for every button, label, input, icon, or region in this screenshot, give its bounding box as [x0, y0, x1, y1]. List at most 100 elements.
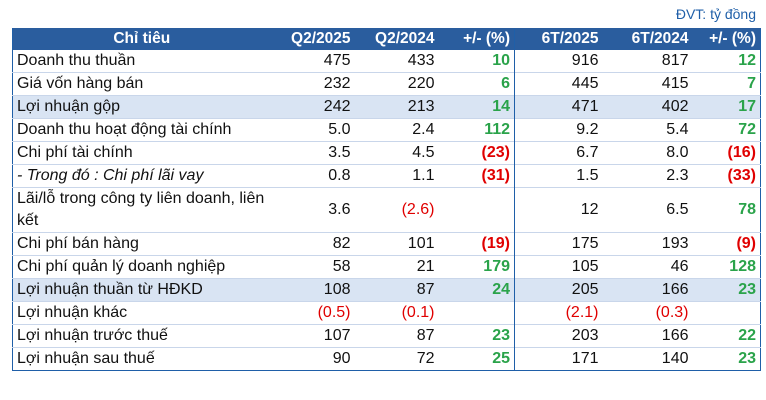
- table-row: Chi phí quản lý doanh nghiệp 58 21 179 105 46…: [12, 255, 761, 279]
- cell-6t-change: (33): [727, 167, 756, 184]
- header-6t-2025: 6T/2025: [541, 30, 599, 47]
- cell-q2-2024: (0.1): [401, 304, 435, 321]
- unit-note: ĐVT: tỷ đồng: [675, 6, 756, 22]
- cell-q2-2025: 3.5: [328, 144, 351, 161]
- cell-6t-2024: 402: [602, 95, 693, 119]
- header-row: Chỉ tiêu Q2/2025 Q2/2024 +/- (%) 6T/2025…: [12, 28, 761, 50]
- cell-q2-2025: 58: [332, 258, 351, 275]
- row-label: Lãi/lỗ trong công ty liên doanh, liên kế…: [17, 190, 265, 229]
- row-label: Lợi nhuận sau thuế: [17, 350, 155, 367]
- cell-6t-2025: 105: [571, 258, 599, 275]
- table-row: Lợi nhuận trước thuế 107 87 23 203 166 22: [12, 324, 761, 348]
- cell-6t-2024: 5.4: [666, 121, 689, 138]
- row-label: Giá vốn hàng bán: [17, 75, 144, 92]
- cell-6t-change: (9): [736, 235, 756, 252]
- cell-q2-2024: (2.6): [401, 201, 435, 218]
- header-6t-change: +/- (%): [709, 30, 756, 47]
- cell-6t-2025: (2.1): [565, 304, 599, 321]
- cell-q2-2025: 242: [270, 95, 355, 119]
- cell-q2-2024: 433: [407, 52, 435, 69]
- cell-6t-2025: 1.5: [576, 167, 599, 184]
- cell-q2-2025: 82: [332, 235, 351, 252]
- header-q2-2025: Q2/2025: [291, 30, 351, 47]
- cell-6t-change: 7: [747, 75, 756, 92]
- table-row: Lợi nhuận thuần từ HĐKD 108 87 24 205 166 23: [12, 278, 761, 302]
- header-6t-2024: 6T/2024: [631, 30, 689, 47]
- row-label: Doanh thu thuần: [17, 52, 136, 69]
- cell-6t-2025: 6.7: [576, 144, 599, 161]
- cell-q2-2025: 5.0: [328, 121, 351, 138]
- row-label: Lợi nhuận thuần từ HĐKD: [12, 278, 271, 302]
- cell-q-change: 14: [438, 95, 515, 119]
- cell-q2-2024: 220: [407, 75, 435, 92]
- table-row: Doanh thu thuần 475 433 10 916 817 12: [12, 50, 761, 73]
- cell-q2-2024: 2.4: [412, 121, 435, 138]
- cell-q2-2024: 101: [407, 235, 435, 252]
- cell-6t-2024: 415: [661, 75, 689, 92]
- table-body: Doanh thu thuần 475 433 10 916 817 12 Giá vốn h…: [12, 50, 761, 371]
- cell-6t-2024: 166: [602, 278, 693, 302]
- row-label: Chi phí quản lý doanh nghiệp: [17, 258, 226, 275]
- cell-6t-2024: (0.3): [655, 304, 689, 321]
- header-q2-2024: Q2/2024: [375, 30, 435, 47]
- cell-q2-2024: 1.1: [412, 167, 435, 184]
- cell-q2-2025: 108: [270, 278, 355, 302]
- cell-6t-change: 22: [738, 327, 756, 344]
- header-label: Chỉ tiêu: [113, 30, 171, 47]
- table-row: Lợi nhuận sau thuế 90 72 25 171 140 23: [12, 347, 761, 371]
- cell-q-change: 10: [438, 50, 515, 73]
- cell-6t-change: (16): [727, 144, 756, 161]
- cell-6t-change: 72: [738, 121, 756, 138]
- cell-q2-2025: 107: [323, 327, 351, 344]
- cell-q2-2024: 87: [416, 327, 435, 344]
- row-label: Chi phí bán hàng: [17, 235, 139, 252]
- row-label: - Trong đó : Chi phí lãi vay: [17, 167, 204, 184]
- row-label: Doanh thu hoạt động tài chính: [17, 121, 232, 138]
- table-row: Lãi/lỗ trong công ty liên doanh, liên kế…: [12, 187, 761, 233]
- cell-6t-2024: 2.3: [666, 167, 689, 184]
- cell-q-change: 25: [438, 347, 515, 371]
- cell-6t-2024: 140: [661, 350, 689, 367]
- table-row: Chi phí tài chính 3.5 4.5 (23) 6.7 8.0 (16): [12, 141, 761, 165]
- cell-q-change: 24: [438, 278, 515, 302]
- cell-6t-2025: 205: [514, 278, 603, 302]
- table-row: Chi phí bán hàng 82 101 (19) 175 193 (9): [12, 232, 761, 256]
- cell-6t-2024: 46: [670, 258, 689, 275]
- cell-6t-2024: 6.5: [666, 201, 689, 218]
- cell-6t-change: 128: [729, 258, 756, 275]
- cell-6t-2025: 916: [571, 52, 599, 69]
- cell-6t-change: 23: [692, 278, 761, 302]
- row-label: Lợi nhuận khác: [17, 304, 128, 321]
- table-row: - Trong đó : Chi phí lãi vay 0.8 1.1 (31) 1.…: [12, 164, 761, 188]
- cell-q2-2025: 3.6: [328, 201, 351, 218]
- cell-q2-2025: 0.8: [328, 167, 351, 184]
- cell-q2-2024: 4.5: [412, 144, 435, 161]
- table-row: Giá vốn hàng bán 232 220 6 445 415 7: [12, 72, 761, 96]
- table-header: Chỉ tiêu Q2/2025 Q2/2024 +/- (%) 6T/2025…: [12, 28, 761, 50]
- table-row: Lợi nhuận gộp 242 213 14 471 402 17: [12, 95, 761, 119]
- cell-q-change: (31): [438, 164, 515, 188]
- cell-q2-2024: 21: [416, 258, 435, 275]
- cell-q-change: (23): [438, 141, 515, 165]
- cell-6t-2025: 9.2: [576, 121, 599, 138]
- cell-q-change: 6: [438, 72, 515, 96]
- cell-q-change: 179: [438, 255, 515, 279]
- cell-q-change: 23: [438, 324, 515, 348]
- cell-6t-change: 78: [738, 201, 756, 218]
- row-label: Lợi nhuận trước thuế: [17, 327, 168, 344]
- cell-q-change: [438, 301, 515, 325]
- cell-6t-2025: 203: [571, 327, 599, 344]
- cell-q-change: (19): [438, 232, 515, 256]
- row-label: Chi phí tài chính: [17, 144, 133, 161]
- cell-6t-2025: 171: [571, 350, 599, 367]
- cell-q-change: 112: [438, 118, 515, 142]
- cell-q2-2025: 232: [323, 75, 351, 92]
- table-row: Lợi nhuận khác (0.5) (0.1) (2.1) (0.3): [12, 301, 761, 325]
- cell-q2-2025: (0.5): [317, 304, 351, 321]
- cell-6t-change: 17: [692, 95, 761, 119]
- cell-6t-2024: 8.0: [666, 144, 689, 161]
- cell-q2-2025: 90: [332, 350, 351, 367]
- cell-6t-2024: 817: [661, 52, 689, 69]
- financial-table: Chỉ tiêu Q2/2025 Q2/2024 +/- (%) 6T/2025…: [12, 28, 761, 371]
- table-row: Doanh thu hoạt động tài chính 5.0 2.4 112 9.…: [12, 118, 761, 142]
